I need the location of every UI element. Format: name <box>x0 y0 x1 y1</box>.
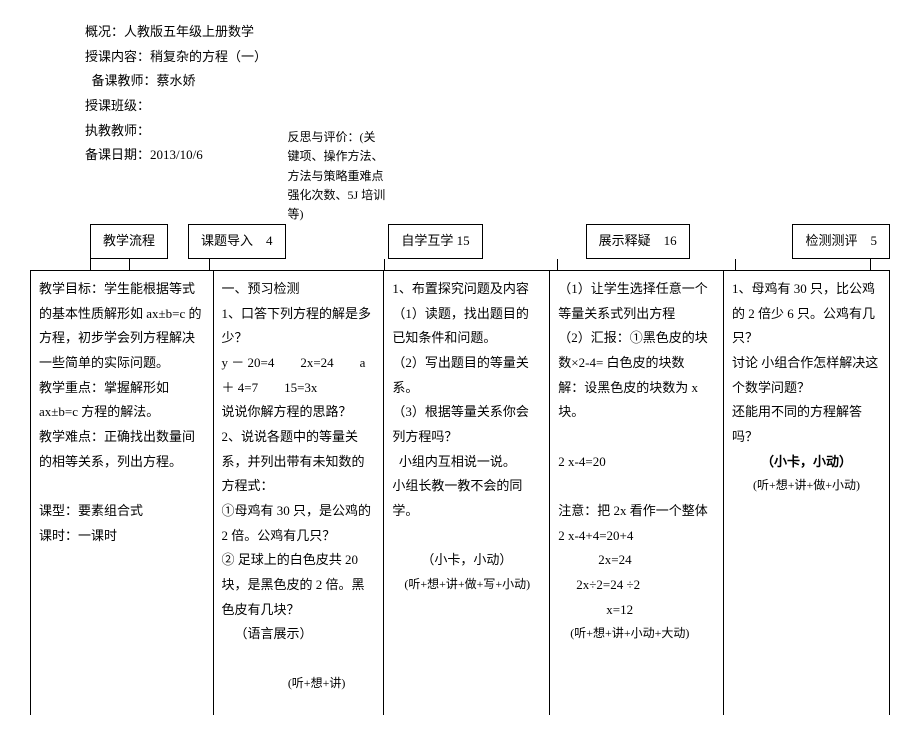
reflection-note: 反思与评价：(关键项、操作方法、方法与策略重难点强化次数、5J 培训等) <box>288 128 387 224</box>
para: （1）让学生选择任意一个等量关系式列出方程 <box>558 277 715 326</box>
para: 教学难点：正确找出数量间的相等关系，列出方程。 <box>39 425 205 474</box>
header-line: 授课班级： <box>85 94 890 119</box>
para: 小组内互相说一说。 <box>392 450 541 475</box>
para: 1、母鸡有 30 只，比公鸡的 2 倍少 6 只。公鸡有几只？ <box>732 277 881 351</box>
connector-lines <box>90 259 890 271</box>
para: 课型：要素组合式 <box>39 499 205 524</box>
equation: x=12 <box>558 598 715 623</box>
para: 小组长教一教不会的同学。 <box>392 474 541 523</box>
para: 2、说说各题中的等量关系，并列出带有未知数的方程式： <box>222 425 376 499</box>
header-line: 授课内容：稍复杂的方程（一） <box>85 45 890 70</box>
para: （3）根据等量关系你会列方程吗？ <box>392 400 541 449</box>
para: 1、口答下列方程的解是多少？ <box>222 302 376 351</box>
section-title: 一、预习检测 <box>222 277 376 302</box>
para: （小卡，小动） <box>392 548 541 573</box>
activity-tag: (听+想+讲+做+写+小动) <box>392 573 541 596</box>
para: ①母鸡有 30 只，是公鸡的 2 倍。公鸡有几只？ <box>222 499 376 548</box>
flow-step-3: 展示释疑 16 <box>586 224 690 259</box>
para: （语言展示） <box>222 622 376 647</box>
para: 讨论 小组合作怎样解决这个数学问题？ <box>732 351 881 400</box>
header-line: 执教教师： <box>85 119 890 144</box>
para: 说说你解方程的思路？ <box>222 400 376 425</box>
para: 还能用不同的方程解答吗？ <box>732 400 881 449</box>
column-test: 1、母鸡有 30 只，比公鸡的 2 倍少 6 只。公鸡有几只？ 讨论 小组合作怎… <box>724 271 890 715</box>
para: （2）写出题目的等量关系。 <box>392 351 541 400</box>
header-line: 备课教师：蔡水娇 <box>85 69 890 94</box>
para: （2）汇报：①黑色皮的块数×2-4= 白色皮的块数 <box>558 326 715 375</box>
header-line: 备课日期：2013/10/6 <box>85 143 890 168</box>
para: ② 足球上的白色皮共 20 块，是黑色皮的 2 倍。黑色皮有几块？ <box>222 548 376 622</box>
equation: 2 x-4=20 <box>558 450 715 475</box>
para: 1、布置探究问题及内容 <box>392 277 541 302</box>
column-objectives: 教学目标：学生能根据等式的基本性质解形如 ax±b=c 的方程，初步学会列方程解… <box>30 271 214 715</box>
column-intro: 一、预习检测 1、口答下列方程的解是多少？ y － 20=4 2x=24 a ＋… <box>214 271 385 715</box>
para: 课时：一课时 <box>39 524 205 549</box>
header-line: 概况：人教版五年级上册数学 <box>85 20 890 45</box>
para: 教学目标：学生能根据等式的基本性质解形如 ax±b=c 的方程，初步学会列方程解… <box>39 277 205 376</box>
activity-tag: (听+想+讲+做+小动) <box>732 474 881 497</box>
flow-label-box: 教学流程 <box>90 224 168 259</box>
flow-step-4: 检测测评 5 <box>792 224 890 259</box>
equation: 2 x-4+4=20+4 <box>558 524 715 549</box>
para: 教学重点：掌握解形如 ax±b=c 方程的解法。 <box>39 376 205 425</box>
flow-step-2: 自学互学 15 <box>388 224 482 259</box>
flow-row: 教学流程 课题导入 4 反思与评价：(关键项、操作方法、方法与策略重难点强化次数… <box>90 176 890 259</box>
column-selfstudy: 1、布置探究问题及内容 （1）读题，找出题目的已知条件和问题。 （2）写出题目的… <box>384 271 550 715</box>
doc-header: 概况：人教版五年级上册数学 授课内容：稍复杂的方程（一） 备课教师：蔡水娇 授课… <box>85 20 890 168</box>
para: 解：设黑色皮的块数为 x 块。 <box>558 376 715 425</box>
lesson-columns: 教学目标：学生能根据等式的基本性质解形如 ax±b=c 的方程，初步学会列方程解… <box>30 270 890 715</box>
activity-tag: (听+想+讲+小动+大动) <box>558 622 715 645</box>
flow-step-1: 课题导入 4 <box>188 224 286 259</box>
equation: 2x÷2=24 ÷2 <box>558 573 715 598</box>
column-demo: （1）让学生选择任意一个等量关系式列出方程 （2）汇报：①黑色皮的块数×2-4=… <box>550 271 724 715</box>
para: 注意：把 2x 看作一个整体 <box>558 499 715 524</box>
equation: 2x=24 <box>558 548 715 573</box>
para: y － 20=4 2x=24 a ＋ 4=7 15=3x <box>222 351 376 400</box>
activity-tag: (听+想+讲) <box>222 672 376 695</box>
para: （小卡，小动） <box>732 450 881 475</box>
para: （1）读题，找出题目的已知条件和问题。 <box>392 302 541 351</box>
